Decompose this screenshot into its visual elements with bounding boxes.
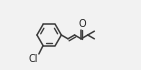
Text: O: O — [78, 19, 86, 29]
Text: Cl: Cl — [29, 54, 38, 64]
